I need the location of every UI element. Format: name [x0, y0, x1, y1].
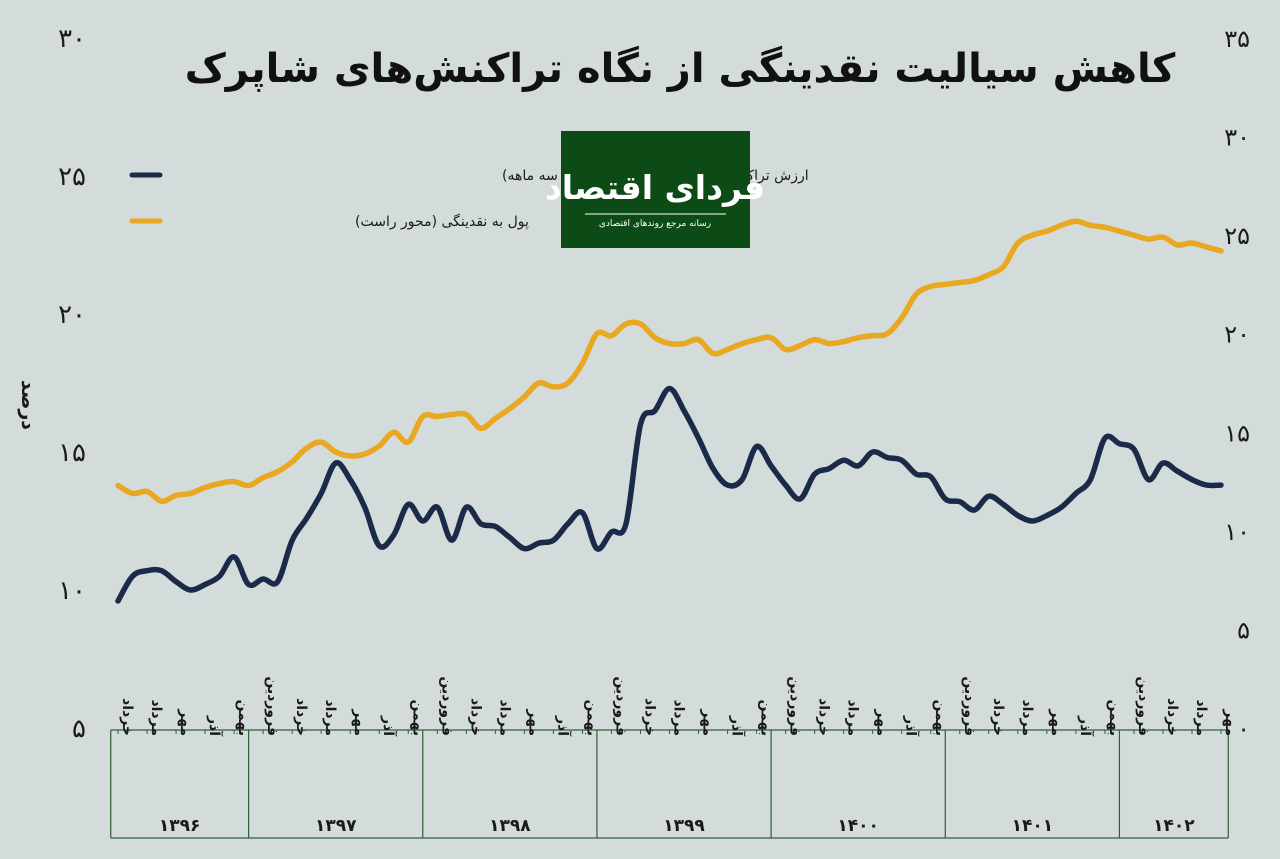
x-tick-label: آذر	[903, 715, 921, 737]
y-right-tick-label: ۲۰	[1224, 321, 1250, 349]
x-tick-label: مهر	[525, 708, 541, 736]
x-tick-label: خرداد	[119, 698, 135, 736]
year-label: ۱۳۹۷	[315, 816, 357, 836]
x-tick-label: مرداد	[1019, 699, 1035, 736]
year-label: ۱۳۹۶	[159, 816, 201, 836]
x-tick-label: آذر	[729, 715, 747, 737]
x-tick-label: آذر	[206, 715, 224, 737]
x-tick-label: بهمن	[1106, 700, 1122, 736]
y-right-tick-label: ۳۵	[1224, 25, 1250, 53]
x-tick-label: خرداد	[990, 698, 1006, 736]
y-right-tick-label: ۰	[1237, 715, 1250, 743]
x-tick-label: خرداد	[816, 698, 832, 736]
y-left-tick-label: ۱۵	[58, 438, 86, 468]
y-right-tick-label: ۳۰	[1224, 124, 1250, 152]
x-tick-label: مرداد	[148, 699, 164, 736]
x-tick-label: مهر	[700, 708, 716, 736]
y-right-tick-label: ۱۰	[1224, 518, 1250, 546]
x-tick-label: خرداد	[1164, 698, 1180, 736]
year-label: ۱۴۰۱	[1012, 816, 1054, 836]
y-left-tick-label: ۲۰	[58, 300, 86, 330]
x-tick-label: فروردین	[438, 676, 454, 736]
y-left-tick-label: ۱۰	[58, 576, 86, 606]
y-left-tick-label: ۵	[72, 714, 86, 744]
x-tick-label: مهر	[1048, 708, 1064, 736]
logo-subtitle: رسانه مرجع روندهای اقتصادی	[599, 219, 711, 229]
left-y-axis: ۵ ۱۰ ۱۵ ۲۰ ۲۵ ۳۰	[58, 24, 86, 744]
year-label: ۱۳۹۹	[663, 816, 705, 836]
logo-background	[561, 131, 750, 248]
x-tick-label: مرداد	[1193, 699, 1209, 736]
legend-label-money: پول به نقدینگی (محور راست)	[355, 213, 529, 230]
x-tick-label: فروردین	[264, 676, 280, 736]
y-left-tick-label: ۳۰	[58, 24, 86, 54]
x-tick-label: مهر	[874, 708, 890, 736]
x-tick-label: خرداد	[293, 698, 309, 736]
x-tick-label: فروردین	[787, 676, 803, 736]
x-tick-label: بهمن	[235, 700, 251, 736]
brand-logo: فردای اقتصاد رسانه مرجع روندهای اقتصادی	[545, 131, 765, 248]
x-tick-label: مهر	[351, 708, 367, 736]
y-right-tick-label: ۱۵	[1224, 419, 1250, 447]
y-right-tick-label: ۲۵	[1224, 222, 1250, 250]
x-tick-label: مرداد	[496, 699, 512, 736]
x-tick-label: بهمن	[932, 700, 948, 736]
y-axis-label: درصد	[17, 380, 39, 430]
year-label: ۱۴۰۰	[837, 816, 879, 836]
x-tick-label: مرداد	[322, 699, 338, 736]
x-axis: ۱۳۹۶ ۱۳۹۷ ۱۳۹۸ ۱۳۹۹ ۱۴۰۰ ۱۴۰۱ ۱۴۰۲ خرداد مرداد مه…	[110, 676, 1238, 839]
right-y-axis: ۰ ۵ ۱۰ ۱۵ ۲۰ ۲۵ ۳۰ ۳۵	[1224, 25, 1250, 743]
x-tick-label: فروردین	[1135, 676, 1151, 736]
x-tick-label: خرداد	[467, 698, 483, 736]
series-line-shaparak	[115, 385, 1224, 604]
x-tick-label: بهمن	[409, 700, 425, 736]
x-tick-label: بهمن	[758, 700, 774, 736]
x-tick-label: فروردین	[961, 676, 977, 736]
x-tick-label: بهمن	[583, 700, 599, 736]
x-tick-label: مرداد	[845, 699, 861, 736]
chart-title: کاهش سیالیت نقدینگی از نگاه تراکنش‌های ش…	[185, 45, 1176, 92]
x-tick-label: آذر	[1077, 715, 1095, 737]
series-line-money	[115, 218, 1224, 505]
x-tick-label: آذر	[554, 715, 572, 737]
logo-text: فردای اقتصاد	[545, 168, 765, 208]
x-tick-label: آذر	[380, 715, 398, 737]
x-tick-label: مهر	[177, 708, 193, 736]
year-label: ۱۳۹۸	[489, 816, 531, 836]
year-label: ۱۴۰۲	[1153, 816, 1195, 836]
series-layer	[115, 218, 1224, 604]
x-tick-label: فروردین	[613, 676, 629, 736]
x-tick-label: مهر	[1222, 708, 1238, 736]
y-left-tick-label: ۲۵	[58, 162, 86, 192]
x-tick-label: مرداد	[671, 699, 687, 736]
y-right-tick-label: ۵	[1237, 616, 1250, 644]
x-tick-label: خرداد	[642, 698, 658, 736]
